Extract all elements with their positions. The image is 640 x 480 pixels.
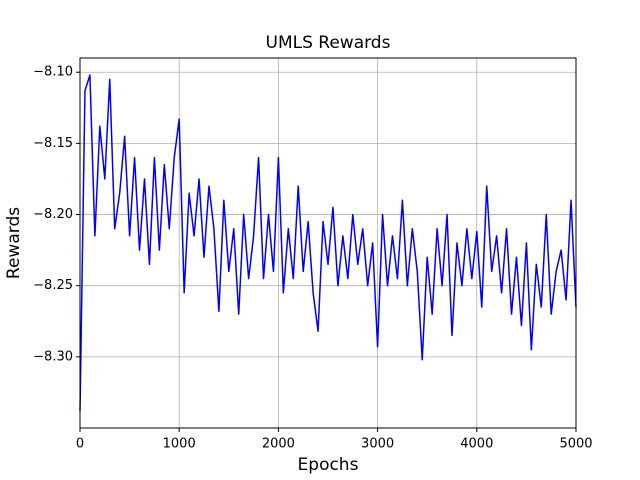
data-line bbox=[79, 74, 577, 411]
x-tick-label: 2000 bbox=[262, 437, 295, 452]
plot-frame bbox=[79, 57, 577, 429]
y-tick-label: −8.25 bbox=[33, 278, 73, 293]
y-tick-label: −8.15 bbox=[33, 136, 73, 151]
x-tick-label: 1000 bbox=[163, 437, 196, 452]
x-axis-label: Epochs bbox=[298, 455, 359, 475]
chart-title: UMLS Rewards bbox=[266, 33, 391, 53]
y-tick-label: −8.10 bbox=[33, 65, 73, 80]
y-tick-label: −8.20 bbox=[33, 207, 73, 222]
y-tick-label: −8.30 bbox=[33, 349, 73, 364]
x-tick-label: 0 bbox=[76, 437, 84, 452]
x-tick-label: 3000 bbox=[361, 437, 394, 452]
x-tick-label: 5000 bbox=[559, 437, 592, 452]
y-axis-label: Rewards bbox=[4, 207, 24, 279]
x-tick-label: 4000 bbox=[460, 437, 493, 452]
